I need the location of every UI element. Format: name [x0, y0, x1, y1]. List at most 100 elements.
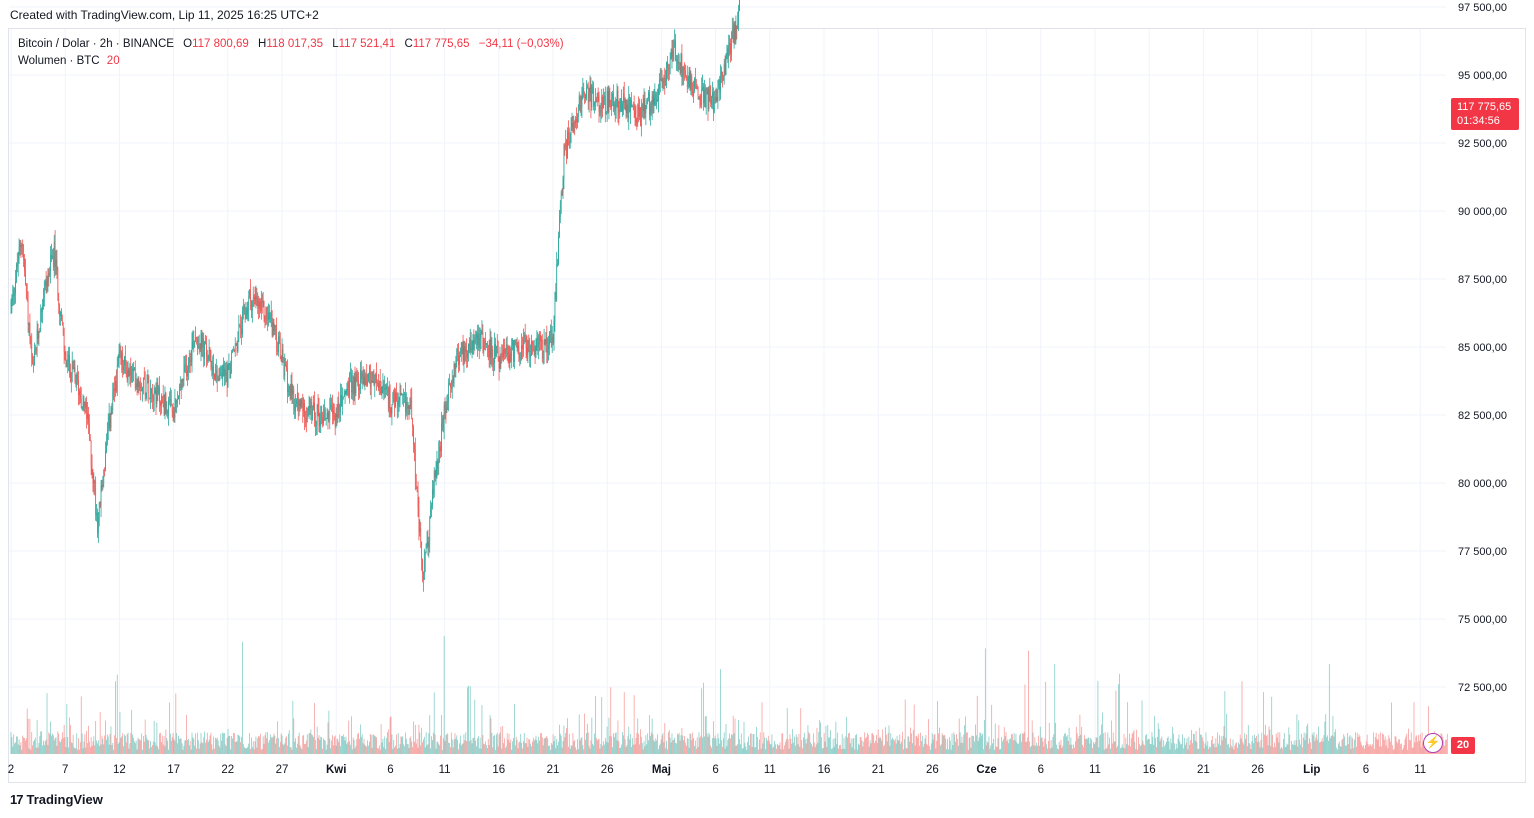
- price-candle-body: [68, 354, 69, 363]
- x-tick-label: Cze: [976, 764, 996, 776]
- volume-bar: [1226, 713, 1228, 754]
- price-candle-body: [106, 443, 107, 452]
- legend-volume-row[interactable]: Wolumen · BTC 20: [18, 53, 564, 70]
- volume-bar: [607, 742, 609, 754]
- volume-bar: [258, 735, 260, 754]
- price-candle-body: [31, 343, 33, 357]
- legend-ohlc-row[interactable]: Bitcoin / Dolar · 2h · BINANCE O117 800,…: [18, 36, 564, 53]
- volume-bar: [998, 725, 1000, 754]
- price-candle-body: [258, 299, 259, 309]
- price-candle-body: [234, 343, 236, 352]
- volume-bar: [342, 734, 344, 754]
- price-candle-body: [60, 311, 61, 316]
- price-candle-body: [257, 299, 259, 306]
- price-candle-body: [168, 399, 169, 416]
- volume-bar: [940, 744, 942, 754]
- price-candle-body: [631, 99, 632, 107]
- price-candle-body: [695, 78, 696, 81]
- volume-bar: [882, 729, 884, 754]
- volume-bar: [841, 734, 843, 754]
- volume-bar: [652, 734, 654, 754]
- volume-bar: [1002, 739, 1004, 754]
- volume-bar: [1279, 732, 1281, 754]
- price-candle-body: [371, 380, 373, 383]
- volume-bar: [418, 724, 420, 754]
- price-candle-body: [529, 342, 531, 358]
- price-candle-body: [195, 336, 196, 342]
- volume-bar: [880, 738, 882, 754]
- volume-bar: [1284, 747, 1286, 754]
- price-candle-body: [105, 451, 106, 470]
- volume-bar: [476, 746, 477, 754]
- price-candle-body: [103, 469, 105, 484]
- volume-bar: [387, 732, 388, 754]
- price-candle-body: [51, 254, 52, 259]
- tradingview-logo[interactable]: 17 TradingView: [10, 792, 103, 807]
- volume-bar: [782, 733, 784, 754]
- price-candle-body: [728, 45, 730, 58]
- volume-bar: [767, 740, 768, 754]
- price-candle-body: [434, 471, 436, 478]
- volume-bar: [849, 743, 851, 754]
- volume-bar: [146, 738, 148, 754]
- volume-bar: [847, 737, 848, 754]
- price-candle-body: [52, 256, 54, 268]
- volume-bar: [1378, 734, 1380, 754]
- price-candle-body: [428, 541, 430, 547]
- volume-bar: [844, 749, 846, 754]
- price-candle-body: [272, 322, 274, 336]
- volume-bar: [927, 745, 929, 754]
- x-tick-label: 26: [601, 764, 614, 776]
- volume-bar: [1192, 743, 1193, 754]
- price-candle-body: [713, 98, 715, 113]
- price-candle-body: [260, 297, 262, 311]
- volume-bar: [1358, 734, 1360, 754]
- volume-bar: [142, 735, 144, 754]
- volume-bar: [269, 734, 271, 754]
- volume-bar: [1356, 732, 1358, 754]
- volume-bar: [606, 726, 608, 754]
- price-candle-body: [487, 345, 489, 351]
- volume-bar: [1246, 746, 1248, 754]
- volume-bar: [155, 745, 157, 754]
- volume-bar: [1009, 739, 1011, 754]
- price-candle-body: [297, 392, 299, 410]
- volume-bar: [996, 746, 998, 754]
- price-candle-body: [328, 419, 330, 421]
- volume-bar: [493, 735, 495, 754]
- price-candle-body: [686, 76, 688, 87]
- price-candle-body: [675, 40, 676, 61]
- volume-bar: [962, 742, 964, 754]
- price-candle-body: [587, 86, 589, 103]
- volume-bar: [343, 737, 345, 754]
- volume-bar: [825, 725, 827, 754]
- volume-bar: [126, 734, 128, 754]
- volume-bar: [426, 745, 428, 754]
- volume-bar: [441, 749, 443, 754]
- volume-bar: [137, 737, 139, 754]
- volume-bar: [190, 749, 192, 754]
- price-candle-body: [607, 90, 609, 113]
- volume-bar: [1186, 738, 1188, 754]
- price-candle-body: [637, 104, 639, 124]
- volume-bar: [1007, 739, 1009, 754]
- volume-bar: [958, 718, 960, 754]
- price-candle-body: [48, 273, 50, 276]
- volume-bar: [307, 747, 309, 754]
- volume-bar: [61, 732, 63, 754]
- lightning-icon[interactable]: ⚡: [1423, 733, 1443, 753]
- price-candle-body: [315, 420, 316, 427]
- volume-bar: [823, 733, 825, 754]
- price-candle-body: [278, 336, 280, 343]
- volume-bar: [991, 704, 993, 754]
- price-candle-body: [476, 333, 477, 339]
- price-candle-body: [669, 59, 671, 67]
- volume-bar: [1306, 726, 1308, 754]
- volume-bar: [887, 733, 889, 754]
- volume-bar: [75, 748, 77, 754]
- volume-bar: [678, 732, 680, 754]
- volume-bar: [1239, 734, 1241, 754]
- volume-bar: [44, 741, 46, 754]
- price-candle-body: [422, 559, 423, 573]
